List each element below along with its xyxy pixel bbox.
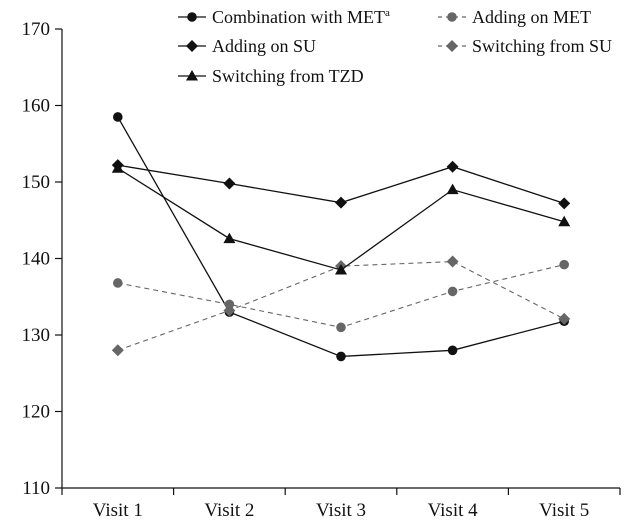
legend-label: Adding on MET — [472, 7, 591, 27]
data-point — [558, 197, 571, 210]
y-tick-label: 160 — [22, 96, 51, 117]
series-2 — [111, 159, 571, 210]
data-point — [111, 344, 124, 357]
legend-marker — [447, 12, 457, 22]
legend-marker — [187, 12, 197, 22]
data-point — [558, 312, 571, 325]
data-point — [559, 259, 569, 270]
series-line — [117, 261, 565, 351]
data-point — [335, 263, 347, 275]
chart-axes: 110 120 130 140 150 160 170 Visit 1 Visit 2 Visit… — [22, 19, 621, 521]
series-line — [117, 116, 565, 358]
legend-item: Switching from TZD — [178, 66, 364, 86]
y-tick-label: 130 — [22, 325, 51, 346]
data-point — [446, 183, 459, 195]
x-tick-label: Visit 1 — [93, 500, 143, 521]
legend-item: Adding on SU — [178, 36, 316, 56]
legend-item: Combination with METa — [178, 7, 390, 27]
data-point — [223, 177, 236, 190]
data-point — [336, 322, 346, 333]
data-point — [446, 160, 459, 173]
data-point — [447, 286, 458, 297]
y-tick-label: 140 — [22, 249, 51, 270]
y-tick-label: 120 — [22, 402, 51, 423]
data-point — [113, 112, 123, 122]
legend-label: Switching from TZD — [212, 66, 364, 86]
data-point — [335, 196, 347, 209]
data-point — [224, 299, 235, 310]
y-tick-label: 150 — [22, 172, 51, 193]
chart-series — [111, 112, 571, 362]
data-point — [558, 215, 571, 227]
x-tick-label: Visit 2 — [204, 500, 254, 521]
legend-item: Adding on MET — [438, 7, 591, 27]
chart-legend: Combination with METa Adding on MET Adding… — [178, 7, 612, 86]
data-point — [336, 351, 346, 362]
x-tick-label: Visit 5 — [539, 500, 589, 521]
legend-marker — [186, 40, 198, 52]
data-point — [113, 278, 123, 288]
legend-label: Adding on SU — [212, 36, 316, 56]
x-tick-label: Visit 3 — [316, 500, 366, 521]
legend-label: Combination with METa — [212, 7, 390, 27]
data-point — [447, 345, 458, 356]
legend-item: Switching from SU — [438, 36, 612, 56]
data-point — [446, 255, 459, 268]
data-point — [111, 162, 124, 173]
data-point — [223, 232, 236, 244]
series-4 — [111, 162, 571, 275]
legend-marker — [186, 70, 198, 81]
legend-label: Switching from SU — [472, 36, 612, 56]
series-1 — [113, 259, 569, 333]
x-tick-label: Visit 4 — [428, 500, 479, 521]
series-line — [117, 167, 565, 271]
legend-marker — [446, 40, 458, 52]
data-point — [223, 304, 236, 317]
y-tick-label: 110 — [22, 478, 50, 499]
y-tick-label: 170 — [22, 19, 51, 40]
